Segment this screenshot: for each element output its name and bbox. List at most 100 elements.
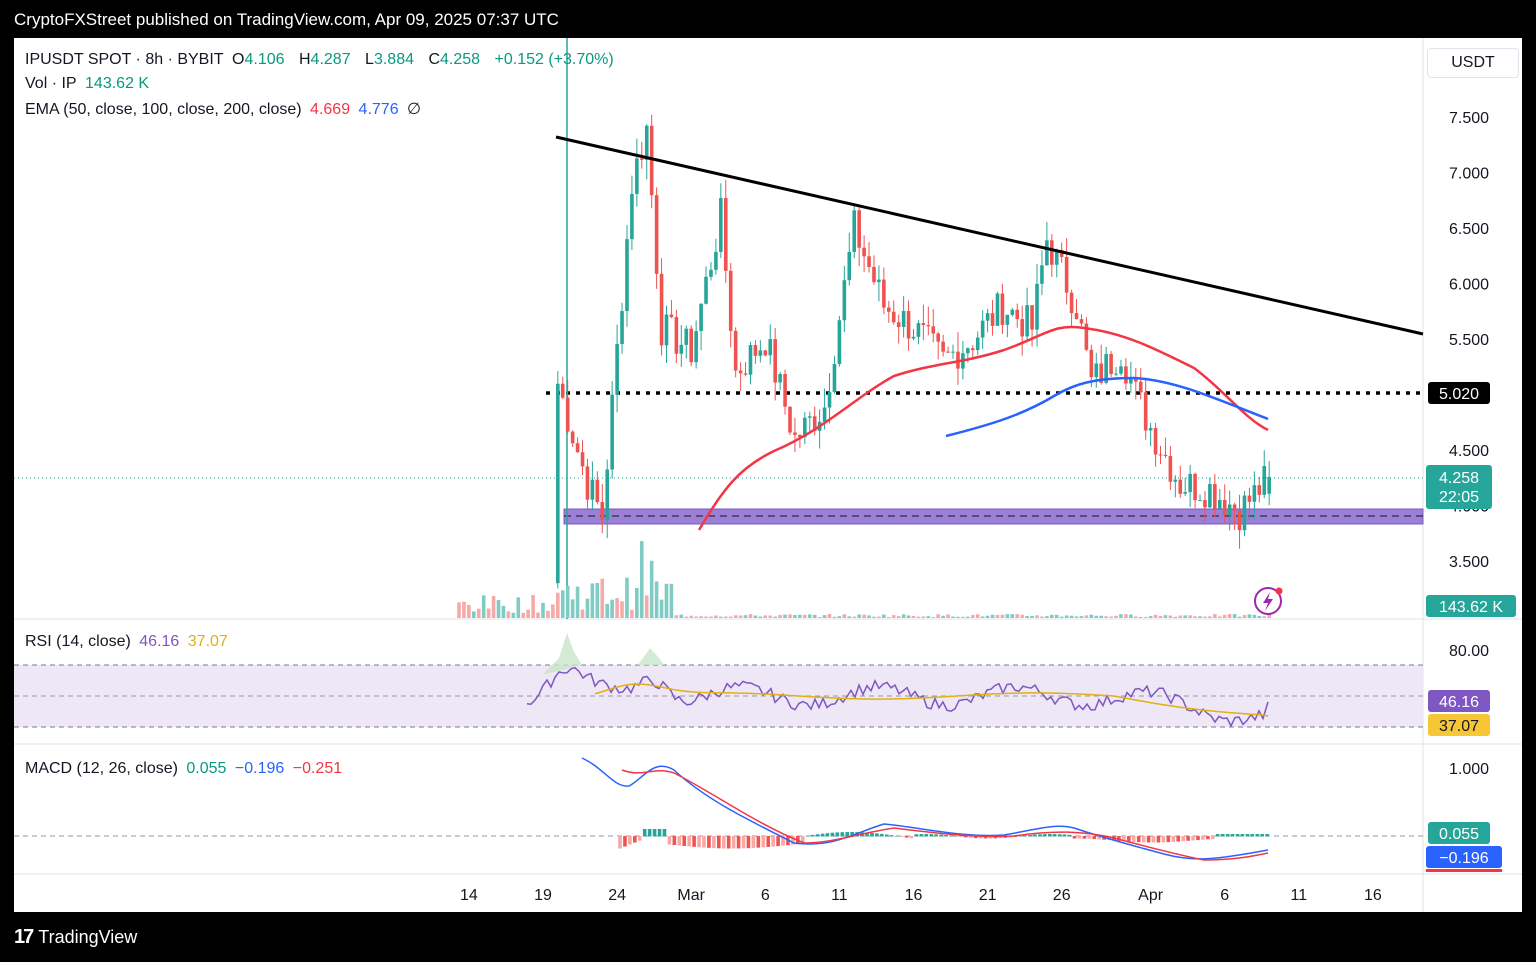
candle-body [684, 328, 689, 345]
macd-hist-bar [1201, 836, 1205, 840]
descending-trendline[interactable] [555, 135, 1424, 336]
candle-body [1188, 473, 1192, 493]
candle-body [753, 345, 758, 356]
macd-hist-bar [1211, 836, 1215, 840]
macd-tick-label: 1.000 [1449, 761, 1489, 778]
volume-bar [560, 590, 565, 618]
macd-badge: −0.196 [1426, 846, 1502, 872]
volume-bar [659, 599, 664, 618]
volume-bar [630, 609, 634, 618]
rsi-ma-badge: 37.07 [1428, 714, 1490, 736]
chart-canvas[interactable]: 7.5007.0006.5006.0005.5004.5004.0003.500… [14, 38, 1522, 912]
candle-body [654, 195, 659, 274]
candle-body [694, 331, 698, 363]
rsi-legend[interactable]: RSI (14, close) 46.16 37.07 [25, 633, 228, 650]
volume-bar [644, 595, 649, 618]
macd-hist-bar [1028, 834, 1032, 837]
candle-body [595, 479, 600, 503]
x-tick-label: Mar [677, 887, 705, 904]
rsi-line [526, 666, 1269, 728]
candle-body [600, 502, 605, 521]
candle-body [901, 311, 906, 328]
volume-badge: 143.62 K [1426, 595, 1516, 617]
macd-hist-bar [1018, 835, 1022, 837]
volume-bar [817, 616, 822, 618]
volume-bar [990, 614, 995, 618]
price-axis[interactable]: 7.5007.0006.5006.0005.5004.5004.0003.500… [1449, 110, 1489, 778]
chart-area[interactable]: 7.5007.0006.5006.0005.5004.5004.0003.500… [14, 38, 1522, 912]
macd-hist-bar [1245, 834, 1250, 837]
macd-legend[interactable]: MACD (12, 26, close) 0.055 −0.196 −0.251 [25, 760, 343, 777]
ema-legend[interactable]: EMA (50, close, 100, close, 200, close) … [25, 101, 421, 118]
macd-hist-bar [746, 836, 751, 849]
macd-hist-bar [1151, 836, 1156, 843]
candle-body [807, 416, 812, 418]
candle-body [1059, 249, 1064, 258]
tradingview-logo-icon: 17 [14, 926, 34, 948]
candle-body [625, 239, 629, 312]
symbol-legend[interactable]: IPUSDT SPOT · 8h · BYBIT O4.106 H4.287 L… [25, 51, 614, 68]
macd-hist-bar [1087, 836, 1092, 839]
volume-bar [1104, 616, 1108, 618]
volume-bar [694, 616, 698, 618]
volume-bar [862, 614, 866, 618]
volume-bar [941, 615, 945, 618]
candle-body [1173, 479, 1178, 482]
y-tick-label: 5.500 [1449, 332, 1489, 349]
candle-body [773, 339, 777, 383]
candle-body [1247, 495, 1252, 502]
volume-bar [664, 583, 669, 618]
macd-hist-bar [1220, 834, 1225, 837]
candle-body [590, 479, 595, 500]
volume-bar [457, 602, 461, 618]
candle-body [1208, 484, 1212, 508]
y-tick-label: 4.500 [1449, 443, 1489, 460]
currency-selector[interactable]: USDT [1427, 48, 1519, 78]
volume-bar [1217, 616, 1222, 618]
macd-hist-bar [983, 836, 988, 839]
rsi-overbought-fill [542, 633, 582, 675]
candle-body [1158, 454, 1163, 456]
macd-hist-bar [1057, 834, 1062, 837]
candle-body [946, 351, 950, 353]
candle-body [837, 320, 842, 364]
macd-hist-bar [761, 836, 766, 848]
macd-hist-bar [978, 836, 983, 839]
candle-body [669, 314, 674, 318]
macd-hist-bar [741, 836, 746, 849]
level-badge: 5.020 [1428, 382, 1490, 404]
volume-bar [511, 612, 516, 618]
candle-body [1143, 392, 1148, 431]
candle-body [1109, 353, 1113, 375]
macd-hist-bar [1191, 836, 1195, 841]
volume-bar [931, 616, 936, 618]
candle-body [664, 314, 669, 346]
candle-body [635, 158, 639, 194]
macd-hist-bar [766, 836, 770, 847]
macd-hist-bar [628, 836, 632, 845]
rsi-tick-label: 80.00 [1449, 643, 1489, 660]
volume-bar [1237, 616, 1242, 618]
volume-bar [783, 614, 787, 618]
macd-hist-bar [1161, 836, 1166, 843]
svg-text:143.62 K: 143.62 K [1439, 599, 1503, 616]
candle-body [867, 256, 871, 268]
candle-body [911, 336, 916, 339]
volume-bar [1208, 616, 1212, 618]
macd-hist-bar [687, 836, 691, 847]
volume-bar [852, 616, 856, 618]
candle-body [1054, 249, 1059, 265]
candle-body [1153, 428, 1158, 455]
macd-hist-bar [1250, 834, 1255, 837]
volume-bar [847, 616, 852, 618]
candle-body [1203, 500, 1207, 508]
x-tick-label: 16 [905, 887, 923, 904]
volume-legend[interactable]: Vol · IP 143.62 K [25, 75, 150, 92]
flash-icon[interactable] [1254, 587, 1283, 615]
candle-body [699, 303, 703, 332]
volume-bar [536, 612, 540, 618]
support-zone[interactable] [563, 508, 1424, 525]
time-axis[interactable]: 14 19 24 Mar 6 11 16 21 26 Apr 6 11 16 [460, 887, 1382, 904]
volume-bar [714, 615, 718, 618]
volume-bar [961, 616, 965, 618]
